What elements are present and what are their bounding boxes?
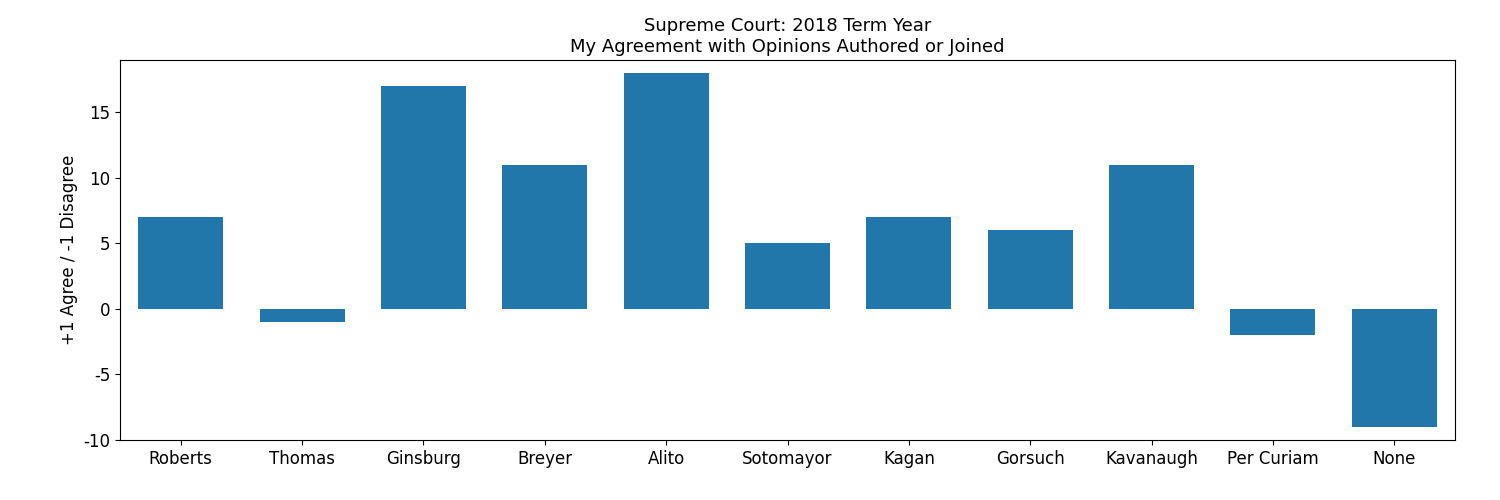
Y-axis label: +1 Agree / -1 Disagree: +1 Agree / -1 Disagree [60, 155, 78, 345]
Title: Supreme Court: 2018 Term Year
My Agreement with Opinions Authored or Joined: Supreme Court: 2018 Term Year My Agreeme… [570, 17, 1005, 56]
Bar [1230, 309, 1316, 335]
Bar [1108, 165, 1194, 309]
Bar [867, 217, 951, 309]
Bar [624, 73, 708, 309]
Bar [503, 165, 588, 309]
Bar [138, 217, 224, 309]
Bar [1352, 309, 1437, 427]
Bar [381, 86, 466, 309]
Bar [988, 230, 1072, 309]
Bar [746, 244, 830, 309]
Bar [260, 309, 345, 322]
